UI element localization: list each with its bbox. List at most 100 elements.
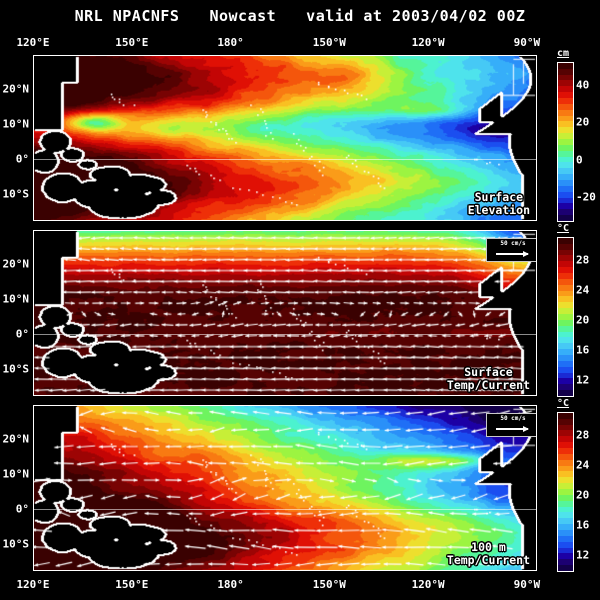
figure-title: NRL NPACNFS Nowcast valid at 2003/04/02 …	[0, 6, 600, 26]
colorbar-swatch	[558, 354, 573, 361]
y-tick-label: 0°	[15, 502, 29, 516]
colorbar-tick-label: 28	[576, 428, 590, 442]
x-tick-label: 150°E	[115, 36, 149, 49]
x-tick-label: 90°W	[513, 578, 541, 591]
panel-surface-elevation[interactable]: Surface Elevation	[33, 55, 537, 221]
vector-scale-label: 50 cm/s	[500, 415, 526, 422]
colorbar-swatch	[558, 92, 573, 98]
colorbar-swatch	[558, 518, 573, 525]
panel-surface-temp-current[interactable]: 50 cm/s Surface Temp/Current	[33, 230, 537, 396]
map-surface-temp-current	[34, 231, 536, 395]
colorbar-swatch	[558, 424, 573, 431]
colorbar-swatch	[558, 308, 573, 314]
colorbar-tick-label: 12	[576, 548, 590, 562]
colorbar-swatch	[558, 442, 573, 448]
colorbar-swatch	[558, 255, 573, 262]
colorbar-swatch	[558, 360, 573, 367]
vector-scale-legend: 50 cm/s	[486, 413, 536, 437]
y-tick-label: 10°N	[2, 292, 30, 306]
x-tick-label: 150°E	[115, 578, 149, 591]
colorbar-swatch	[558, 313, 573, 320]
x-tick-label: 120°W	[411, 36, 445, 49]
colorbar-swatch	[558, 378, 573, 385]
coastline-overlay	[34, 231, 536, 395]
colorbar-swatch	[558, 121, 573, 128]
colorbar-unit-label: cm	[557, 48, 570, 59]
colorbar-swatch	[558, 488, 573, 495]
colorbar-swatch	[558, 197, 573, 204]
colorbar-swatch	[558, 541, 573, 548]
colorbar-gradient	[557, 412, 574, 572]
colorbar-surface-elevation: cm 40 20 0 -20	[538, 48, 598, 228]
x-tick-label: 120°W	[411, 578, 445, 591]
colorbar-swatch	[558, 103, 573, 110]
colorbar-swatch	[558, 86, 573, 93]
equator-line	[34, 508, 536, 510]
colorbar-swatch	[558, 331, 573, 338]
vector-scale-legend: 50 cm/s	[486, 238, 536, 262]
colorbar-swatch	[558, 465, 573, 472]
colorbar-swatch	[558, 162, 573, 169]
colorbar-swatch	[558, 138, 573, 145]
colorbar-swatch	[558, 267, 573, 273]
x-tick-label: 150°W	[312, 36, 346, 49]
colorbar-swatch	[558, 249, 573, 256]
colorbar-swatch	[558, 278, 573, 285]
equator-line	[34, 333, 536, 335]
panel-100m-temp-current[interactable]: 50 cm/s 100 m Temp/Current	[33, 405, 537, 571]
colorbar-unit-label: °C	[557, 223, 570, 234]
colorbar-tick-label: 20	[576, 115, 590, 129]
colorbar-swatch	[558, 156, 573, 163]
colorbar-ticks: 40 20 0 -20	[576, 62, 600, 220]
colorbar-tick-label: 20	[576, 488, 590, 502]
colorbar-swatch	[558, 471, 573, 478]
map-surface-elevation	[34, 56, 536, 220]
colorbar-tick-label: 16	[576, 518, 590, 532]
map-100m-temp-current	[34, 406, 536, 570]
colorbar-swatch	[558, 284, 573, 291]
colorbar-swatch	[558, 506, 573, 513]
colorbar-swatch	[558, 430, 573, 437]
colorbar-swatch	[558, 447, 573, 454]
colorbar-swatch	[558, 296, 573, 303]
y-tick-label: 0°	[15, 327, 29, 341]
y-tick-label: 20°N	[2, 432, 30, 446]
x-tick-label: 120°E	[16, 36, 50, 49]
colorbar-swatch	[558, 302, 573, 309]
colorbar-swatch	[558, 349, 573, 355]
colorbar-swatch	[558, 243, 573, 250]
colorbar-swatch	[558, 337, 573, 344]
x-tick-label: 180°	[217, 36, 244, 49]
colorbar-swatch	[558, 436, 573, 443]
x-tick-label: 150°W	[312, 578, 346, 591]
colorbar-swatch	[558, 559, 573, 566]
colorbar-swatch	[558, 191, 573, 198]
colorbar-swatch	[558, 477, 573, 484]
vector-scale-label: 50 cm/s	[500, 240, 526, 247]
colorbar-swatch	[558, 535, 573, 542]
colorbar-swatch	[558, 80, 573, 87]
colorbar-swatch	[558, 524, 573, 530]
colorbar-swatch	[558, 565, 573, 571]
colorbar-swatch	[558, 418, 573, 425]
colorbar-swatch	[558, 209, 573, 216]
colorbar-swatch	[558, 512, 573, 519]
colorbar-gradient	[557, 62, 574, 222]
colorbar-swatch	[558, 74, 573, 81]
y-tick-label: 10°S	[2, 187, 30, 201]
x-tick-label: 120°E	[16, 578, 50, 591]
y-tick-label: 0°	[15, 152, 29, 166]
colorbar-swatch	[558, 203, 573, 210]
colorbar-tick-label: 28	[576, 253, 590, 267]
colorbar-tick-label: 24	[576, 458, 590, 472]
colorbar-unit-label: °C	[557, 398, 570, 409]
x-tick-label: 90°W	[513, 36, 541, 49]
colorbar-swatch	[558, 261, 573, 268]
colorbar-swatch	[558, 412, 573, 419]
colorbar-ticks: 28 24 20 16 12	[576, 412, 600, 570]
colorbar-swatch	[558, 290, 573, 297]
title-validity: valid at 2003/04/02 00Z	[306, 7, 526, 25]
title-agency: NRL NPACNFS	[74, 7, 180, 25]
x-axis-bottom: 120°E 150°E 180° 150°W 120°W 90°W	[16, 578, 540, 594]
